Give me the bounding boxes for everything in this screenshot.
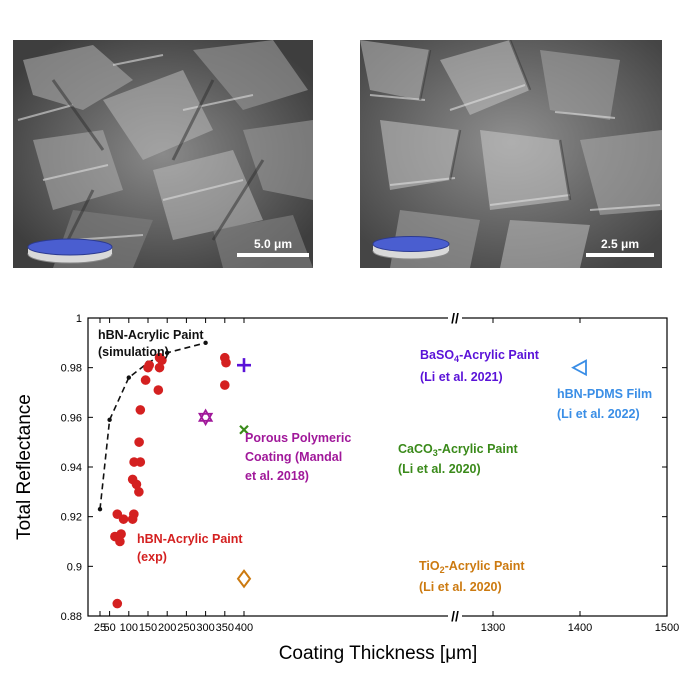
scale-bar-line-right (586, 253, 654, 257)
simulation-point (97, 507, 103, 512)
x-tick-label: 300 (196, 622, 214, 634)
x-tick-label: 1500 (655, 622, 679, 634)
simulation-point (165, 350, 170, 355)
experiment-point (140, 375, 151, 385)
experiment-point (135, 457, 146, 467)
axis-break-mark: // (451, 310, 459, 326)
x-axis-title: Coating Thickness [μm] (279, 643, 478, 664)
tio2-label-post: -Acrylic Paint (445, 559, 526, 573)
experiment-point (157, 355, 167, 366)
tio2-label-pre: TiO (419, 559, 440, 573)
diamond-marker (236, 569, 252, 589)
x-tick-label: 250 (177, 622, 195, 634)
experiment-point (154, 362, 165, 373)
baso4-label-sub: 4 (454, 354, 459, 364)
y-tick-label: 0.96 (61, 412, 82, 424)
y-tick-label: 0.92 (61, 512, 82, 524)
caco3-label-pre: CaCO (398, 442, 433, 456)
experiment-point (221, 357, 231, 368)
experiment-point (118, 514, 129, 524)
experiment-point (135, 405, 146, 415)
y-tick-label: 1 (76, 313, 82, 325)
baso4-ref: (Li et al. 2021) (420, 370, 503, 384)
pdms-label-line1: hBN-PDMS Film (557, 387, 652, 401)
sem-texture-left (13, 40, 313, 268)
porous-label-line3: et al. 2018) (245, 469, 309, 483)
experiment-point (115, 536, 125, 547)
y-tick-label: 0.98 (61, 363, 82, 375)
tio2-label: TiO2-Acrylic Paint (419, 559, 525, 575)
x-tick-label: 50 (103, 622, 115, 634)
caco3-ref: (Li et al. 2020) (398, 462, 481, 476)
y-tick-label: 0.94 (61, 462, 82, 474)
plot-frame (87, 317, 668, 617)
sem-image-right (360, 40, 662, 268)
y-tick-label: 0.9 (67, 561, 82, 573)
caco3-label: CaCO3-Acrylic Paint (398, 442, 518, 458)
scale-bar-label-right: 2.5 μm (600, 237, 640, 251)
hexagram-marker-up (197, 408, 214, 422)
y-axis-title: Total Reflectance (14, 394, 35, 540)
scale-bar-line-left (237, 253, 309, 257)
porous-label-line1: Porous Polymeric (245, 431, 351, 445)
baso4-label-pre: BaSO (420, 348, 454, 362)
simulation-label-line1: hBN-Acrylic Paint (98, 328, 204, 342)
x-tick-label: 1300 (481, 622, 505, 634)
experiment-point (153, 385, 164, 395)
experiment-point (134, 437, 144, 447)
simulation-point (203, 340, 208, 346)
sem-image-left (13, 40, 313, 268)
axis-break-gap (448, 312, 462, 324)
x-tick-label: 100 (120, 622, 138, 634)
simulation-point (126, 375, 131, 380)
x-tick-label: 400 (235, 622, 253, 634)
x-tick-label: 200 (158, 622, 176, 634)
sem-texture-right (360, 40, 662, 268)
x-tick-label: 1400 (568, 622, 592, 634)
experiment-point (220, 380, 230, 390)
porous-label-line2: Coating (Mandal (245, 450, 342, 464)
exp-label-line1: hBN-Acrylic Paint (137, 532, 243, 546)
y-axis-ticks: 0.88 0.9 0.92 0.94 0.96 0.98 1 (61, 313, 667, 623)
axis-break-gap (448, 610, 462, 622)
triangle-marker (571, 359, 587, 377)
simulation-point (107, 417, 112, 423)
experiment-point (112, 598, 123, 609)
x-tick-label: 25 (94, 622, 106, 634)
plus-marker (237, 358, 251, 373)
baso4-label: BaSO4-Acrylic Paint (420, 348, 540, 364)
disk-icon-right (372, 236, 450, 260)
experiment-point (127, 514, 138, 524)
experiment-point (131, 479, 142, 490)
baso4-label-post: -Acrylic Paint (459, 348, 540, 362)
x-tick-label: 150 (139, 622, 157, 634)
axis-break-mark: // (451, 608, 459, 624)
experiment-points (110, 352, 231, 609)
x-tick-label: 350 (216, 622, 234, 634)
tio2-label-sub: 2 (440, 565, 445, 575)
experiment-point (116, 529, 126, 539)
simulation-line (99, 342, 206, 510)
hexagram-marker-down (197, 412, 214, 427)
caco3-label-post: -Acrylic Paint (438, 442, 519, 456)
exp-label-line2: (exp) (137, 550, 167, 564)
scale-bar-label-left: 5.0 μm (253, 237, 293, 251)
caco3-label-sub: 3 (433, 448, 438, 458)
disk-icon-left (27, 238, 113, 264)
axis-break-marks: // // (448, 310, 462, 624)
x-marker (239, 424, 249, 435)
experiment-point (134, 487, 144, 497)
experiment-point (143, 362, 153, 373)
reference-markers (197, 358, 587, 589)
y-tick-label: 0.88 (61, 611, 82, 623)
tio2-ref: (Li et al. 2020) (419, 580, 502, 594)
simulation-label-line2: (simulation) (98, 345, 169, 359)
pdms-label-line2: (Li et al. 2022) (557, 407, 640, 421)
